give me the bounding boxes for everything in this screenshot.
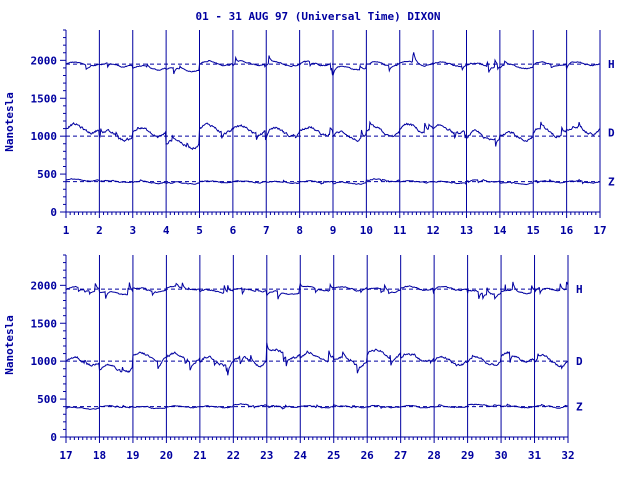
x-tick-label: 31 [528,449,542,462]
x-tick-label: 17 [593,224,606,237]
x-tick-label: 28 [428,449,441,462]
x-tick-label: 2 [96,224,103,237]
x-tick-label: 27 [394,449,407,462]
series-trace-h [65,52,601,78]
series-label-h: H [576,283,583,296]
x-tick-label: 15 [527,224,540,237]
x-tick-label: 13 [460,224,473,237]
series-trace-z [65,403,569,410]
x-tick-label: 21 [193,449,207,462]
series-label-z: Z [576,401,583,414]
x-tick-label: 22 [227,449,240,462]
x-tick-label: 11 [393,224,407,237]
series-trace-h [65,281,569,301]
panel-top: Nanotesla 1 2 3 4 5 6 7 8 9 10 11 12 13 14 15 16 1705001… [3,29,615,237]
series-label-h: H [608,58,615,71]
y-tick-label: 0 [50,206,57,219]
x-tick-label: 14 [493,224,507,237]
x-tick-label: 12 [427,224,440,237]
x-tick-label: 32 [561,449,574,462]
x-tick-label: 26 [361,449,375,462]
x-tick-label: 17 [59,449,72,462]
x-tick-label: 9 [330,224,337,237]
y-axis-label-top: Nanotesla [3,92,16,152]
series-trace-z [65,178,601,186]
y-axis-label-bottom: Nanotesla [3,315,16,375]
series-trace-d [65,342,569,376]
x-tick-label: 4 [163,224,170,237]
chart-title: 01 - 31 AUG 97 (Universal Time) DIXON [195,10,440,23]
y-tick-label: 500 [37,168,57,181]
x-tick-label: 5 [196,224,203,237]
x-tick-label: 1 [63,224,70,237]
y-tick-label: 1000 [31,130,58,143]
x-tick-label: 10 [360,224,373,237]
x-tick-label: 25 [327,449,340,462]
x-tick-label: 16 [560,224,574,237]
y-tick-label: 1500 [31,317,58,330]
x-tick-label: 6 [230,224,237,237]
y-tick-label: 1500 [31,92,58,105]
x-tick-label: 7 [263,224,270,237]
x-tick-label: 3 [129,224,136,237]
y-tick-label: 0 [50,431,57,444]
x-tick-label: 24 [294,449,308,462]
x-tick-label: 23 [260,449,273,462]
x-tick-label: 29 [461,449,474,462]
x-tick-label: 19 [126,449,139,462]
y-tick-label: 2000 [31,279,58,292]
x-tick-label: 30 [494,449,507,462]
y-tick-label: 2000 [31,54,58,67]
series-trace-d [65,120,601,151]
series-label-z: Z [608,176,615,189]
x-tick-label: 20 [160,449,173,462]
panel-bottom: Nanotesla 17 18 19 20 21 22 23 24 25 26 27 28 29 30 31… [3,254,583,462]
x-tick-label: 18 [93,449,106,462]
series-label-d: D [608,126,615,139]
x-tick-label: 8 [296,224,303,237]
y-tick-label: 500 [37,393,57,406]
series-label-d: D [576,355,583,368]
y-tick-label: 1000 [31,355,58,368]
